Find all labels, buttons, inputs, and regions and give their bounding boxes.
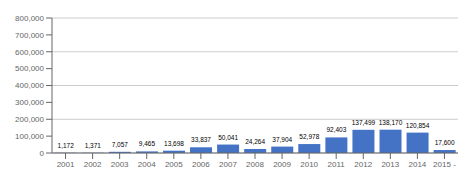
svg-text:800,000: 800,000 [15,14,44,23]
svg-text:2012: 2012 [354,160,372,169]
svg-text:2007: 2007 [219,160,237,169]
svg-text:33,837: 33,837 [191,136,211,143]
svg-text:400,000: 400,000 [15,81,44,90]
svg-text:120,854: 120,854 [406,122,430,129]
svg-text:2002: 2002 [84,160,102,169]
svg-text:100,000: 100,000 [15,132,44,141]
svg-text:2006: 2006 [192,160,210,169]
svg-text:200,000: 200,000 [15,115,44,124]
svg-text:52,978: 52,978 [299,133,319,140]
svg-text:17,600: 17,600 [435,139,455,146]
svg-text:2004: 2004 [138,160,156,169]
svg-text:138,170: 138,170 [379,119,403,126]
svg-text:0: 0 [40,149,45,158]
svg-text:1,172: 1,172 [58,142,75,149]
svg-text:2010: 2010 [300,160,318,169]
svg-text:24,264: 24,264 [245,138,265,145]
svg-text:2014: 2014 [409,160,427,169]
svg-text:2001: 2001 [57,160,75,169]
svg-text:600,000: 600,000 [15,48,44,57]
svg-text:50,041: 50,041 [218,134,238,141]
svg-text:500,000: 500,000 [15,64,44,73]
svg-text:2013: 2013 [381,160,399,169]
svg-text:2015 -: 2015 - [433,160,456,169]
svg-text:2005: 2005 [165,160,183,169]
svg-text:1,371: 1,371 [85,142,102,149]
svg-text:7,057: 7,057 [112,141,129,148]
svg-text:92,403: 92,403 [326,126,346,133]
svg-text:9,465: 9,465 [139,140,156,147]
svg-text:137,499: 137,499 [352,119,376,126]
svg-text:700,000: 700,000 [15,31,44,40]
svg-text:2003: 2003 [111,160,129,169]
svg-text:13,698: 13,698 [164,140,184,147]
svg-text:2009: 2009 [273,160,291,169]
svg-text:2008: 2008 [246,160,264,169]
svg-text:37,904: 37,904 [272,136,292,143]
svg-text:2011: 2011 [328,160,346,169]
svg-text:300,000: 300,000 [15,98,44,107]
